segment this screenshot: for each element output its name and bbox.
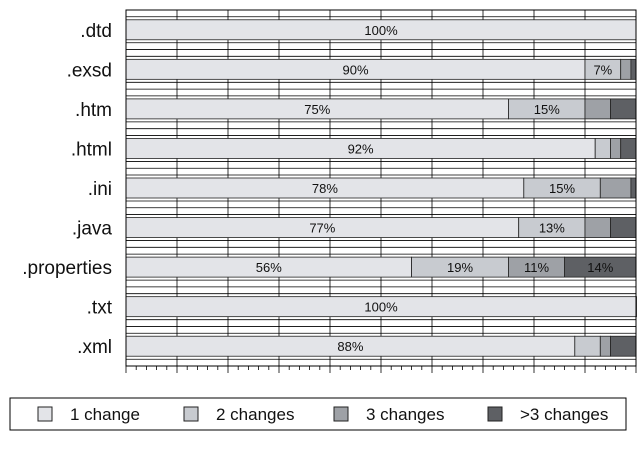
category-label-properties: .properties: [22, 258, 112, 279]
legend-label-2-changes: 2 changes: [216, 405, 294, 424]
legend-swatch-2-changes: [183, 406, 199, 422]
bar-html-3-changes: [610, 138, 622, 159]
category-label-htm: .htm: [75, 100, 112, 121]
category-label-xml: .xml: [77, 337, 112, 358]
data-label-exsd-2-changes: 7%: [593, 62, 612, 77]
category-label-html: .html: [71, 139, 112, 160]
data-labels: 100% 90% 7% 75% 15% 92% 78% 15% 77% 13% 56% 19% 11% 1…: [256, 23, 614, 354]
bar-ini-3-changes: [599, 177, 632, 199]
legend-box: [9, 397, 627, 431]
bar-xml-3-changes: [599, 335, 611, 357]
data-label-java-2-changes: 13%: [539, 221, 565, 236]
category-labels: .dtd .exsd .htm .html .ini .java .properties .t…: [22, 21, 112, 358]
data-label-htm-1-change: 75%: [304, 102, 330, 117]
data-label-htm-2-changes: 15%: [534, 102, 560, 117]
data-label-properties-1-change: 56%: [256, 260, 282, 275]
bar-ini-3-changes: [630, 177, 637, 199]
data-label-exsd-1-change: 90%: [342, 62, 368, 77]
data-label-properties-3-changes: 14%: [587, 260, 613, 275]
category-label-exsd: .exsd: [67, 60, 112, 81]
bar-java-3-changes: [584, 217, 611, 238]
bar-htm-3-changes: [610, 98, 637, 120]
category-label-dtd: .dtd: [80, 21, 112, 42]
bar-html-2-changes: [594, 138, 611, 159]
bar-exsd-3-changes: [630, 58, 637, 80]
bar-exsd-3-changes: [620, 58, 632, 80]
legend-label-3-changes: 3 changes: [366, 405, 444, 424]
data-label-txt-1-change: 100%: [364, 300, 398, 315]
data-label-ini-1-change: 78%: [312, 181, 338, 196]
category-label-java: .java: [72, 219, 113, 240]
data-label-properties-2-changes: 19%: [447, 260, 473, 275]
bar-xml-2-changes: [574, 335, 601, 357]
data-label-html-1-change: 92%: [348, 141, 374, 156]
category-label-ini: .ini: [88, 179, 112, 200]
legend-swatch-1-change: [37, 406, 53, 422]
bar-html-3-changes: [620, 138, 637, 159]
legend-label-1-change: 1 change: [70, 405, 140, 424]
data-label-java-1-change: 77%: [309, 221, 335, 236]
data-label-dtd-1-change: 100%: [364, 23, 398, 38]
data-label-xml-1-change: 88%: [337, 339, 363, 354]
x-axis: [125, 9, 637, 373]
legend-swatch-3-changes: [333, 406, 349, 422]
category-label-txt: .txt: [87, 298, 113, 319]
legend-swatch-3-changes: [487, 406, 503, 422]
bar-htm-3-changes: [584, 98, 611, 120]
data-label-ini-2-changes: 15%: [549, 181, 575, 196]
legend: 1 change 2 changes 3 changes >3 changes: [9, 397, 627, 431]
bar-xml-3-changes: [610, 335, 637, 357]
bars: [125, 19, 637, 357]
legend-label-3-changes: >3 changes: [520, 405, 608, 424]
bar-java-3-changes: [610, 217, 637, 238]
data-label-properties-3-changes: 11%: [524, 260, 549, 275]
